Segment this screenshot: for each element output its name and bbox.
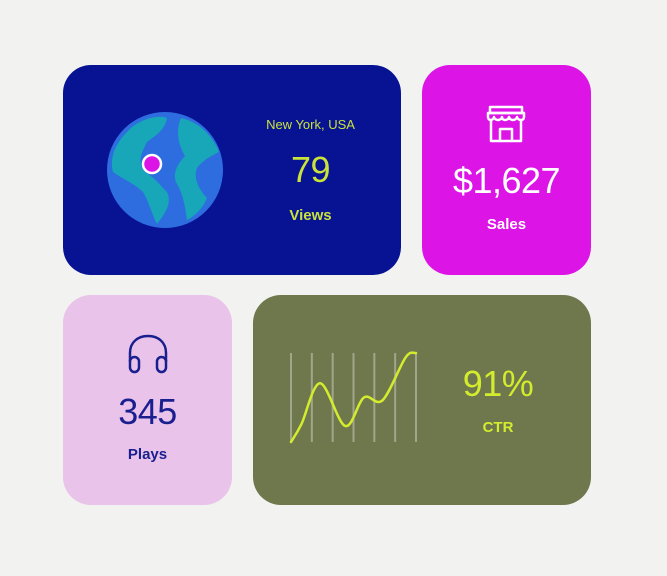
plays-card[interactable]: 345 Plays [63,295,232,505]
ctr-label: CTR [482,419,514,436]
ctr-series-line [289,351,418,444]
store-icon [486,105,526,143]
views-label: Views [289,207,332,224]
globe-icon [107,112,223,228]
ctr-card[interactable]: 91% CTR [253,295,591,505]
plays-label: Plays [127,446,168,463]
ctr-line-chart [289,351,418,444]
sales-value: $1,627 [452,160,561,201]
plays-value: 345 [118,391,177,432]
views-value: 79 [290,149,331,190]
ctr-value: 91% [462,363,534,404]
sales-label: Sales [486,216,527,233]
headphones-icon [128,334,168,374]
sales-card[interactable]: $1,627 Sales [422,65,591,275]
views-card[interactable]: New York, USA 79 Views [63,65,401,275]
location-text: New York, USA [266,117,355,132]
